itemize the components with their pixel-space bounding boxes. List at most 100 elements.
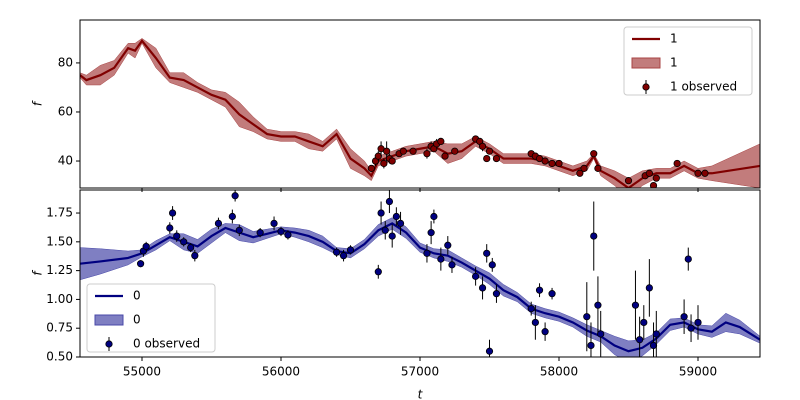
point: [430, 212, 438, 221]
point: [380, 159, 388, 168]
y-axis-label: f: [31, 270, 45, 276]
point: [472, 272, 480, 280]
point: [409, 147, 417, 155]
point: [483, 249, 491, 257]
point: [527, 305, 535, 313]
legend-swatch: [631, 57, 661, 69]
y-tick-label: 1.00: [46, 292, 73, 306]
point: [687, 324, 695, 332]
point: [694, 318, 702, 327]
x-tick-label: 59000: [679, 365, 717, 379]
point: [483, 154, 491, 163]
point: [590, 232, 598, 240]
legend-swatch: [642, 83, 650, 91]
point: [492, 154, 501, 163]
point: [649, 181, 658, 188]
point: [137, 260, 145, 268]
point: [388, 232, 396, 240]
point: [535, 286, 544, 294]
legend-swatch: [94, 314, 124, 326]
x-axis-label: t: [418, 388, 424, 400]
legend-label: 0: [133, 289, 141, 303]
point: [680, 313, 688, 321]
legend-label: 1 observed: [670, 80, 737, 94]
point: [624, 177, 633, 185]
point: [231, 192, 239, 200]
point: [531, 318, 539, 327]
point: [583, 313, 591, 321]
point: [701, 169, 709, 177]
point: [339, 252, 348, 260]
point: [427, 229, 435, 237]
y-tick-label: 80: [58, 55, 73, 69]
y-tick-label: 0.50: [46, 350, 73, 364]
point: [492, 290, 501, 298]
point: [448, 261, 456, 269]
point: [478, 142, 487, 150]
y-tick-label: 60: [58, 104, 73, 118]
point: [381, 226, 389, 234]
point: [594, 164, 602, 172]
point: [640, 318, 648, 327]
y-axis-label: f: [31, 100, 45, 106]
point: [385, 197, 394, 206]
x-tick-label: 58000: [540, 365, 578, 379]
point: [423, 249, 431, 257]
legend-label: 0: [133, 313, 141, 327]
point: [580, 164, 588, 172]
point: [166, 224, 174, 232]
point: [180, 238, 188, 246]
point: [388, 157, 396, 165]
band: [80, 38, 760, 188]
legend-frame: [86, 283, 216, 353]
legend-label: 1: [670, 32, 678, 46]
point: [256, 229, 264, 237]
point: [214, 219, 223, 227]
x-tick-label: 55000: [123, 365, 161, 379]
point: [541, 328, 549, 336]
point: [597, 330, 605, 338]
point: [367, 164, 375, 172]
point: [270, 219, 278, 227]
point: [346, 246, 355, 254]
point: [377, 209, 385, 217]
legend-label: 0 observed: [133, 337, 200, 351]
y-tick-label: 40: [58, 154, 73, 168]
point: [541, 157, 549, 165]
point: [437, 255, 445, 263]
line: [80, 39, 760, 188]
point: [485, 147, 494, 155]
point: [652, 330, 660, 338]
point: [277, 227, 285, 236]
point: [555, 159, 563, 168]
point: [423, 150, 431, 158]
point: [444, 241, 452, 249]
y-tick-label: 1.25: [46, 263, 73, 277]
point: [649, 341, 658, 350]
point: [594, 301, 602, 309]
point: [673, 159, 681, 168]
point: [228, 212, 236, 221]
point: [168, 209, 177, 217]
legend-label: 1: [670, 56, 678, 70]
point: [645, 169, 653, 177]
y-tick-label: 0.75: [46, 321, 73, 335]
point: [636, 336, 644, 344]
point: [684, 255, 692, 263]
point: [485, 347, 494, 355]
point: [652, 174, 660, 182]
point: [374, 268, 382, 276]
point: [437, 137, 445, 146]
point: [191, 252, 199, 260]
point: [548, 290, 556, 298]
point: [441, 152, 449, 160]
point: [392, 212, 400, 221]
point: [187, 243, 195, 252]
point: [399, 147, 407, 155]
point: [645, 284, 653, 292]
x-tick-label: 57000: [401, 365, 439, 379]
point: [383, 147, 391, 155]
